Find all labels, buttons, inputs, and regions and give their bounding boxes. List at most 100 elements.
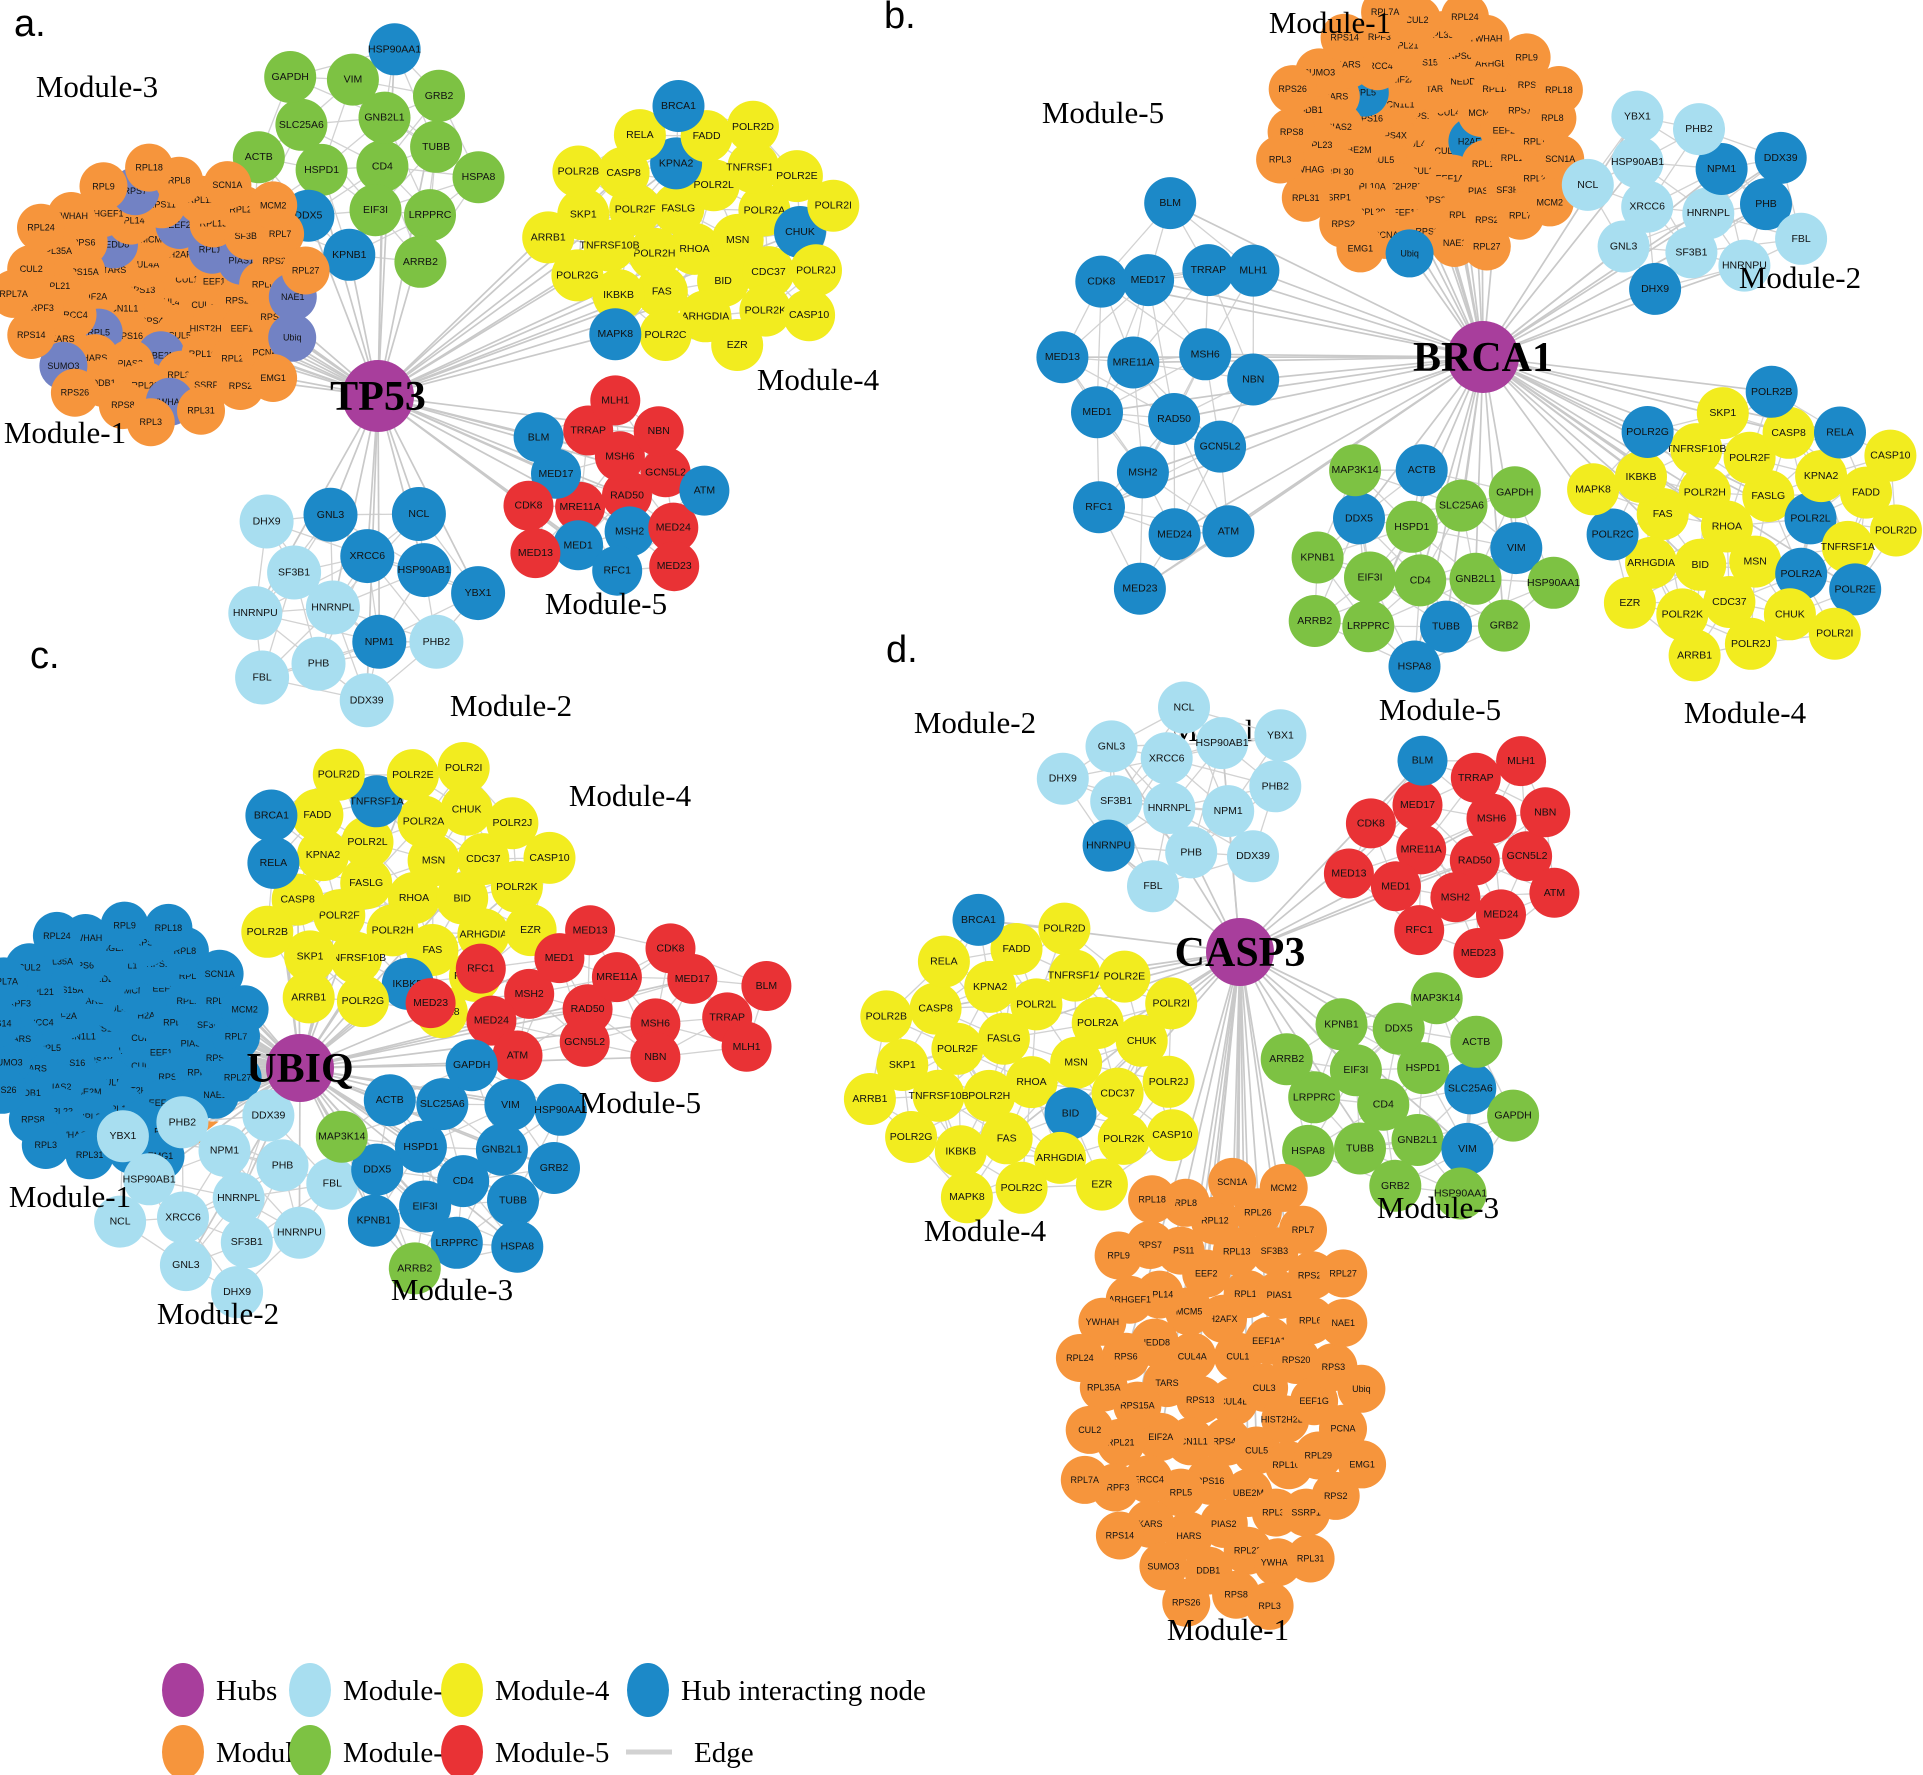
gene-node: SCN1A — [203, 161, 252, 210]
gene-node-circle — [291, 636, 346, 691]
gene-label: RPL8 — [168, 176, 191, 186]
gene-label: CUL5 — [168, 331, 191, 341]
hub-edge — [1253, 269, 1484, 358]
gene-label: HSP90AA1 — [368, 43, 421, 55]
gene-node: POLR2J — [1724, 617, 1777, 670]
gene-node: RPL24 — [32, 911, 81, 960]
gene-label: SUMO3 — [1147, 1561, 1179, 1571]
gene-node: MAP3K14 — [1329, 444, 1382, 497]
gene-label: DDX39 — [251, 1110, 285, 1122]
gene-label: EMG1 — [1348, 243, 1374, 253]
gene-node: RPL27 — [1462, 222, 1511, 271]
gene-node: MED23 — [1113, 562, 1166, 615]
gene-label: NCL — [110, 1216, 131, 1228]
gene-node: DDX39 — [1754, 131, 1807, 184]
hub-edge — [332, 395, 379, 608]
gene-label: RAD50 — [571, 1003, 605, 1015]
gene-label: EMG1 — [1349, 1459, 1375, 1469]
gene-node: RFC1 — [1073, 481, 1125, 534]
gene-node: MLH1 — [1496, 736, 1547, 787]
gene-node: MED13 — [510, 528, 561, 579]
gene-node-circle — [592, 545, 643, 596]
gene-label: NEDD8 — [99, 239, 130, 249]
gene-label: HSPA8 — [500, 1241, 534, 1253]
gene-node: NBN — [1227, 353, 1280, 406]
legend-label: Module-5 — [495, 1737, 609, 1769]
panel-b: RAD50 MRE11A MSH6 MSH2 MED17 GCN5L2 MED1 TRRAP M… — [884, 0, 1922, 748]
gene-label: TRRAP — [1458, 772, 1494, 784]
gene-label: POLR2J — [493, 817, 533, 829]
gene-label: SKP1 — [889, 1059, 916, 1071]
gene-node-circle — [783, 289, 836, 342]
gene-node-circle — [590, 375, 641, 426]
gene-node: POLR2B — [241, 905, 294, 958]
gene-node-circle — [513, 412, 564, 463]
gene-label: DDB1 — [1196, 1566, 1220, 1576]
gene-label: RPS26 — [1172, 1598, 1201, 1608]
gene-node: MAP3K14 — [1410, 972, 1463, 1025]
gene-node-circle — [352, 614, 407, 669]
gene-node: RPL24 — [17, 203, 65, 252]
gene-node: IKBKB — [934, 1125, 987, 1178]
gene-label: RPS7 — [1138, 1240, 1162, 1250]
gene-label: CHUK — [785, 226, 815, 238]
gene-node: BID — [1044, 1087, 1097, 1140]
gene-node: CDK8 — [1075, 255, 1128, 308]
gene-label: SLC25A6 — [420, 1098, 465, 1110]
gene-label: ARRB2 — [403, 256, 438, 268]
gene-label: HNRNPL — [311, 602, 354, 614]
gene-label: ARRB1 — [531, 231, 566, 243]
gene-label: KPNA2 — [306, 849, 341, 861]
gene-label: CDC37 — [751, 266, 786, 278]
gene-label: MED24 — [1157, 528, 1192, 540]
gene-label: POLR2K — [496, 881, 537, 893]
gene-node: PHB2 — [1673, 103, 1725, 156]
gene-label: POLR2F — [1729, 452, 1770, 464]
gene-node-circle — [452, 151, 505, 204]
gene-label: MSH6 — [605, 450, 634, 462]
gene-label: XRCC6 — [350, 550, 386, 562]
gene-node: POLR2D — [727, 100, 779, 153]
gene-node: MSH2 — [1116, 446, 1169, 499]
gene-label: TUBB — [422, 141, 450, 153]
gene-node: YBX1 — [1611, 90, 1664, 143]
module-label: Module-4 — [757, 362, 880, 397]
gene-label: GAPDH — [272, 71, 309, 83]
gene-node-circle — [1116, 446, 1169, 499]
gene-label: RPL31 — [1297, 1554, 1325, 1564]
gene-label: NBN — [648, 425, 670, 437]
module-label: Module-5 — [1042, 95, 1164, 130]
hub-edge — [1474, 356, 1484, 579]
gene-label: FAS — [997, 1132, 1017, 1144]
gene-node: RPS14 — [1095, 1511, 1144, 1560]
gene-node: CDK8 — [645, 923, 696, 974]
gene-node: RPL9 — [100, 901, 149, 950]
gene-node: GRB2 — [1478, 599, 1530, 652]
gene-label: MLH1 — [733, 1041, 761, 1053]
gene-label: MLH1 — [1507, 755, 1535, 767]
gene-label: PHB — [308, 658, 330, 670]
gene-node: NCL — [391, 487, 446, 541]
module-label: Module-3 — [36, 69, 158, 104]
gene-label: RPS6 — [72, 237, 96, 247]
gene-label: SLC25A6 — [279, 119, 324, 131]
gene-node-circle — [264, 51, 317, 103]
gene-node-circle — [1227, 353, 1280, 406]
gene-node: CUL2 — [1065, 1405, 1114, 1454]
gene-label: MAP3K14 — [1331, 464, 1378, 476]
gene-label: CASP8 — [1771, 427, 1806, 439]
module-label: Module-5 — [1379, 692, 1501, 727]
gene-label: HNRNPL — [217, 1192, 260, 1204]
gene-label: CD4 — [372, 160, 393, 172]
gene-label: BRCA1 — [254, 810, 289, 822]
gene-node: MAP3K14 — [315, 1110, 368, 1163]
gene-node: PHB2 — [1249, 760, 1302, 813]
gene-label: MED13 — [1045, 351, 1080, 363]
gene-label: VIM — [501, 1099, 520, 1111]
gene-node-circle — [742, 246, 795, 299]
gene-node-circle — [1075, 255, 1128, 308]
gene-node: MCM2 — [220, 985, 269, 1034]
gene-label: MSH6 — [1191, 348, 1220, 360]
gene-label: EMG1 — [260, 373, 286, 383]
